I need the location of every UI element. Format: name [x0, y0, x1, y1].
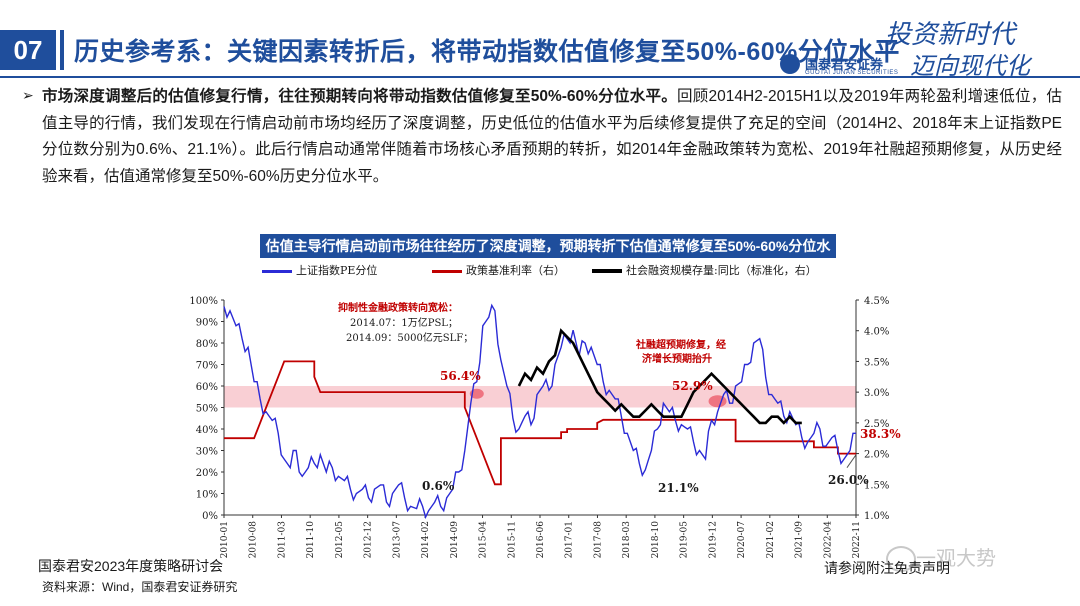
label-0-6: 0.6%	[422, 479, 455, 493]
y-right-tick-label: 2.5%	[864, 419, 889, 430]
bullet-bold: 市场深度调整后的估值修复行情，往往预期转向将带动指数估值修复至50%-60%分位…	[42, 88, 678, 105]
y-left-tick-label: 20%	[196, 468, 218, 479]
title-accent-bar	[60, 30, 64, 70]
x-tick-label: 2015-04	[479, 521, 489, 559]
bullet-text: 市场深度调整后的估值修复行情，往往预期转向将带动指数估值修复至50%-60%分位…	[42, 84, 1062, 190]
y-right-tick-label: 3.0%	[864, 388, 889, 399]
y-right-tick-label: 1.0%	[864, 511, 889, 522]
pe-series-group	[223, 303, 856, 520]
section-number: 07	[0, 30, 56, 70]
x-tick-label: 2017-08	[593, 521, 603, 559]
x-tick-label: 2021-09	[795, 521, 805, 559]
legend-rate-swatch	[432, 269, 462, 273]
slogan-line1: 投资新时代	[885, 20, 1016, 50]
social-series-group	[517, 328, 802, 425]
x-tick-label: 2018-10	[651, 521, 661, 559]
legend-pe-label: 上证指数PE分位	[296, 264, 378, 277]
policy-title: 抑制性金融政策转向宽松：	[338, 301, 458, 314]
y-right-tick-label: 3.5%	[864, 357, 889, 368]
x-tick-label: 2013-07	[392, 521, 402, 559]
watermark: 一观大势	[916, 548, 996, 570]
y-right-tick-label: 2.0%	[864, 450, 889, 461]
bullet-arrow-icon: ➢	[22, 87, 34, 103]
x-tick-label: 2010-08	[249, 521, 259, 559]
brand-name-en: GUOTAI JUNAN SECURITIES	[805, 70, 899, 76]
rate-series-group	[224, 360, 856, 486]
y-left-tick-label: 60%	[196, 382, 218, 393]
x-tick-label: 2010-01	[220, 521, 230, 558]
footer-disclaimer: 请参阅附注免责声明	[824, 560, 950, 576]
label-21-1: 21.1%	[658, 481, 699, 495]
x-tick-label: 2019-05	[680, 521, 690, 559]
social-note-line1: 社融超预期修复，经	[635, 338, 726, 351]
axes-group: 0% 10% 20% 30% 40% 50% 60% 70% 80% 90% 100% 1.0% 1.5…	[189, 296, 889, 558]
x-tick-label: 2011-03	[277, 521, 287, 559]
x-tick-label: 2011-10	[306, 521, 316, 559]
y-right-tick-label: 4.0%	[864, 327, 889, 338]
y-left-tick-label: 80%	[196, 339, 218, 350]
y-left-tick-label: 70%	[196, 361, 218, 372]
brand-name: 国泰君安证券	[805, 57, 884, 72]
x-tick-label: 2012-12	[364, 521, 374, 558]
legend-social: 社会融资规模存量:同比（标准化，右）	[592, 262, 817, 278]
footer-event: 国泰君安2023年度策略研讨会	[38, 558, 224, 574]
marker-52-9	[708, 395, 727, 408]
bullet-body: 回顾2014H2-2015H1以及2019年两轮盈利增速低位，估值主导的行情，我…	[42, 88, 1062, 185]
brand-block: 投资新时代 迈向现代化 国泰君安证券 GUOTAI JUNAN SECURITI…	[770, 8, 1070, 80]
x-tick-label: 2012-05	[335, 521, 345, 559]
header-divider	[0, 76, 1080, 78]
chart-plot: 0% 10% 20% 30% 40% 50% 60% 70% 80% 90% 100% 1.0% 1.5…	[189, 296, 901, 558]
y-right-tick-label: 1.5%	[864, 480, 889, 491]
wechat-icon	[886, 546, 916, 572]
pointer-26-0	[846, 454, 857, 468]
bullet-paragraph: ➢ 市场深度调整后的估值修复行情，往往预期转向将带动指数估值修复至50%-60%…	[22, 84, 1062, 190]
legend-pe-swatch	[262, 269, 292, 273]
legend-social-label: 社会融资规模存量:同比（标准化，右）	[626, 264, 817, 277]
legend-rate: 政策基准利率（右）	[432, 262, 565, 278]
policy-line2: 2014.09：5000亿元SLF；	[346, 331, 473, 344]
x-tick-label: 2015-11	[507, 521, 517, 558]
pe-line	[223, 303, 856, 520]
chart-title: 估值主导行情启动前市场往往经历了深度调整，预期转折下估值通常修复至50%-60%…	[260, 234, 836, 278]
legend-social-swatch	[592, 269, 622, 273]
x-tick-label: 2022-04	[823, 521, 833, 559]
x-tick-label: 2018-03	[622, 521, 632, 559]
label-26-0: 26.0%	[828, 473, 869, 487]
y-left-tick-label: 10%	[196, 490, 218, 501]
page-title: 历史参考系：关键因素转折后，将带动指数估值修复至50%-60%分位水平	[74, 38, 900, 66]
x-tick-label: 2016-06	[536, 521, 546, 559]
label-52-9: 52.9%	[672, 379, 713, 393]
x-tick-label: 2017-01	[565, 521, 575, 558]
x-tick-label: 2022-11	[852, 521, 862, 558]
y-left-tick-label: 50%	[196, 404, 218, 415]
label-38-3: 38.3%	[860, 427, 901, 441]
label-56-4: 56.4%	[440, 369, 481, 383]
x-tick-label: 2019-12	[708, 521, 718, 558]
social-note-line2: 济增长预期抬升	[642, 352, 712, 365]
header: 07 历史参考系：关键因素转折后，将带动指数估值修复至50%-60%分位水平 投…	[0, 0, 1080, 80]
y-left-tick-label: 40%	[196, 425, 218, 436]
x-tick-label: 2021-02	[766, 521, 776, 558]
y-left-tick-label: 90%	[196, 318, 218, 329]
y-left-tick-label: 0%	[202, 511, 218, 522]
social-line	[517, 328, 802, 425]
x-tick-label: 2014-02	[421, 521, 431, 558]
rate-line	[224, 360, 856, 486]
slogan-line2: 迈向现代化	[910, 52, 1030, 80]
y-left-tick-label: 100%	[189, 296, 218, 307]
x-tick-label: 2020-07	[737, 521, 747, 559]
footer-source: 资料来源：Wind，国泰君安证券研究	[42, 580, 238, 594]
policy-line1: 2014.07：1万亿PSL；	[350, 316, 458, 329]
annotations-group: 抑制性金融政策转向宽松： 2014.07：1万亿PSL； 2014.09：500…	[338, 301, 901, 495]
chart: 估值主导行情启动前市场往往经历了深度调整，预期转折下估值通常修复至50%-60%…	[180, 234, 901, 558]
legend-rate-label: 政策基准利率（右）	[466, 264, 565, 277]
legend-pe: 上证指数PE分位	[262, 262, 377, 278]
x-tick-label: 2014-09	[450, 521, 460, 559]
y-right-tick-label: 4.5%	[864, 296, 889, 307]
valuation-band-group	[224, 386, 857, 468]
brand-logo-icon	[780, 54, 800, 74]
y-left-tick-label: 30%	[196, 447, 218, 458]
